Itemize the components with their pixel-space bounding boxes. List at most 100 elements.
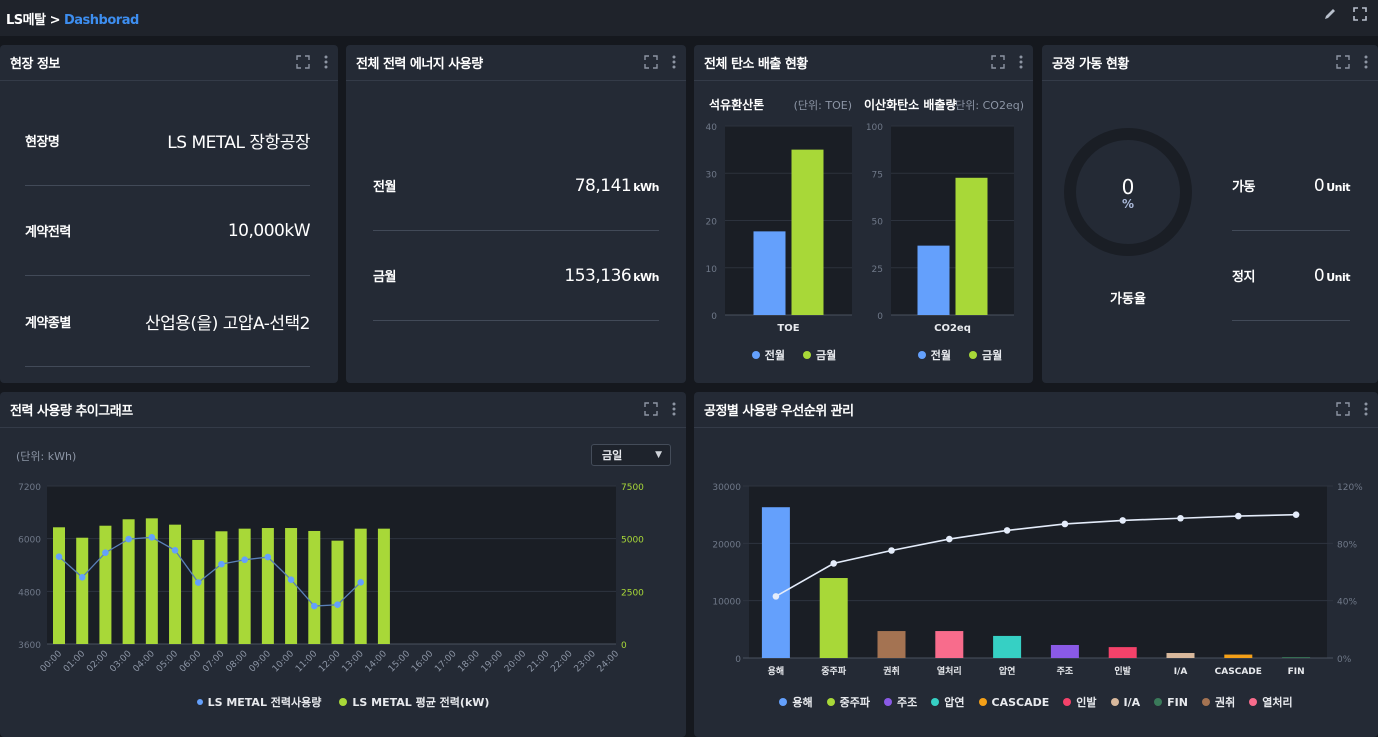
panel-title: 전력 사용량 추이그래프 [10, 404, 133, 419]
expand-icon[interactable] [644, 55, 658, 69]
info-label: 가동 [1232, 180, 1255, 195]
usage-point [218, 560, 225, 568]
legend-item[interactable]: 압연 [931, 694, 965, 710]
running-row: 가동 0 Unit [1232, 141, 1350, 231]
legend-item[interactable]: 용해 [779, 694, 813, 710]
y-right-tick-label: 0 [621, 641, 627, 651]
contract-power-row: 계약전력 10,000kW [25, 186, 311, 276]
legend-label: 중주파 [839, 696, 871, 709]
cumulative-point [946, 535, 953, 543]
expand-icon[interactable] [296, 55, 310, 69]
x-tick-label: 08:00 [224, 649, 250, 675]
x-tick-label: TOE [777, 323, 799, 334]
legend-dot [1249, 698, 1258, 706]
usage-unit: kWh [633, 270, 659, 284]
legend-item[interactable]: 열처리 [1249, 694, 1293, 710]
x-tick-label: 열처리 [937, 665, 962, 677]
x-tick-label: 20:00 [503, 649, 529, 675]
more-vertical-icon[interactable] [1364, 55, 1368, 69]
legend-label: LS METAL 전력사용량 [207, 696, 322, 709]
period-select[interactable]: 금일 ▼ [591, 444, 671, 466]
unit-count: 0 [1313, 175, 1325, 196]
more-vertical-icon[interactable] [1019, 55, 1023, 69]
cumulative-point [772, 593, 780, 600]
expand-icon[interactable] [991, 55, 1005, 69]
avg-power-bar [169, 524, 182, 644]
legend-item[interactable]: 전월 [917, 347, 951, 363]
bar-this-month [791, 149, 824, 315]
expand-icon[interactable] [1336, 402, 1350, 416]
avg-power-bar [192, 539, 205, 644]
pencil-icon[interactable] [1322, 6, 1338, 22]
usage-line [58, 536, 362, 607]
legend-item[interactable]: 주조 [884, 694, 917, 710]
breadcrumb-root[interactable]: LS메탈 [6, 12, 46, 28]
legend-label: I/A [1123, 695, 1141, 709]
legend-item[interactable]: 금월 [803, 347, 836, 363]
cumulative-point [830, 560, 837, 567]
legend-dot [1154, 698, 1163, 706]
legend-item[interactable]: 인발 [1063, 694, 1097, 710]
more-vertical-icon[interactable] [324, 55, 328, 69]
carbon-emission-panel: 전체 탄소 배출 현황 (단위: TOE) 석유환산톤 0 10 20 30 40 TOE (단… [694, 45, 1033, 383]
chart-title: 이산화탄소 배출량 [864, 97, 957, 112]
panel-title: 전체 탄소 배출 현황 [704, 57, 808, 72]
energy-usage-panel: 전체 전력 에너지 사용량 전월 78,141 kWh 금월 153,136 kWh [346, 45, 686, 383]
unit-label: Unit [1326, 270, 1350, 284]
y-right-tick-label: 120% [1337, 483, 1363, 493]
x-tick-label: 17:00 [433, 649, 459, 675]
cumulative-point [1177, 514, 1184, 522]
trend-legend: LS METAL 전력사용량 LS METAL 평균 전력(kW) [0, 694, 686, 710]
legend-dot [779, 698, 788, 706]
y-tick-label: 75 [872, 170, 883, 180]
expand-icon[interactable] [644, 402, 658, 416]
avg-power-bar [261, 528, 274, 644]
usage-point [264, 553, 272, 561]
process-bar [1050, 644, 1079, 658]
x-tick-label: CO2eq [934, 323, 971, 334]
more-vertical-icon[interactable] [1364, 402, 1368, 416]
avg-power-bar [215, 531, 228, 644]
info-label: 현장명 [25, 135, 60, 150]
unit-note: (단위: kWh) [16, 450, 77, 463]
more-vertical-icon[interactable] [672, 55, 676, 69]
chart-unit-label: (단위: CO2eq) [951, 99, 1024, 112]
y-right-tick-label: 40% [1337, 598, 1357, 608]
more-vertical-icon[interactable] [672, 402, 676, 416]
info-value: 산업용(을) 고압A-선택2 [145, 314, 311, 334]
legend-item[interactable]: LS METAL 전력사용량 [196, 694, 322, 710]
usage-point [334, 601, 341, 609]
cumulative-point [1003, 527, 1011, 534]
breadcrumb: LS메탈 > Dashborad [6, 9, 139, 28]
legend-item[interactable]: CASCADE [978, 694, 1049, 710]
usage-value: 153,136 [564, 265, 632, 286]
legend-label: 전월 [764, 349, 785, 362]
operation-rate-value: 0 [1121, 175, 1135, 199]
process-bar [1282, 657, 1311, 658]
legend-item[interactable]: LS METAL 평균 전력(kW) [339, 694, 489, 710]
caret-down-icon: ▼ [655, 450, 662, 460]
breadcrumb-separator: > [49, 12, 61, 28]
avg-power-bar [377, 528, 390, 644]
fullscreen-icon[interactable] [1352, 6, 1368, 22]
bar-prev-month [917, 245, 950, 315]
breadcrumb-current[interactable]: Dashborad [63, 12, 139, 28]
legend-item[interactable]: 권취 [1201, 694, 1235, 710]
bar-this-month [955, 177, 988, 315]
panel-title: 공정별 사용량 우선순위 관리 [704, 404, 854, 419]
x-tick-label: 24:00 [596, 649, 622, 675]
cumulative-point [1119, 517, 1126, 524]
x-tick-label: 05:00 [155, 649, 181, 675]
legend-item[interactable]: 금월 [969, 347, 1002, 363]
legend-item[interactable]: FIN [1154, 694, 1188, 710]
x-tick-label: 15:00 [387, 649, 413, 675]
usage-unit: kWh [633, 180, 659, 194]
expand-icon[interactable] [1336, 55, 1350, 69]
x-tick-label: 22:00 [549, 649, 575, 675]
x-tick-label: 23:00 [573, 649, 599, 675]
legend-item[interactable]: 중주파 [826, 694, 871, 710]
legend-item[interactable]: 전월 [751, 347, 785, 363]
x-tick-label: 10:00 [271, 649, 297, 675]
legend-item[interactable]: I/A [1110, 694, 1141, 710]
info-label: 계약종별 [25, 316, 71, 331]
